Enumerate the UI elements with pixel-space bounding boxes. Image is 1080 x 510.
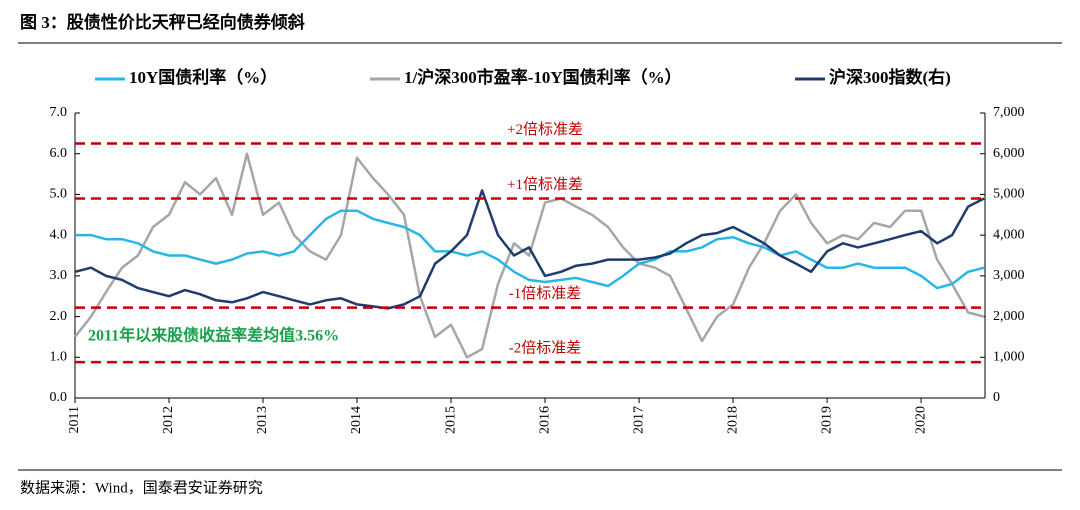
x-tick-label: 2019: [819, 406, 834, 434]
y-tick-label: 6.0: [50, 146, 68, 161]
x-tick-label: 2016: [537, 406, 552, 434]
y2-tick-label: 3,000: [993, 268, 1025, 283]
x-tick-label: 2018: [725, 406, 740, 434]
y-tick-label: 4.0: [50, 227, 68, 242]
x-tick-label: 2015: [443, 406, 458, 434]
reference-label: -1倍标准差: [509, 285, 582, 302]
series-line: [75, 209, 985, 290]
y2-tick-label: 2,000: [993, 309, 1025, 324]
series-line: [74, 152, 985, 359]
series-line: [74, 189, 985, 310]
x-tick-label: 2012: [161, 406, 176, 434]
reference-label: +1倍标准差: [507, 176, 583, 193]
annotation: 2011年以来股债收益率差均值3.56%: [88, 326, 339, 345]
x-tick-label: 2011: [67, 406, 82, 433]
y-tick-label: 3.0: [50, 268, 68, 283]
y2-tick-label: 0: [993, 390, 1000, 405]
y2-tick-label: 1,000: [993, 350, 1025, 365]
y2-tick-label: 7,000: [993, 105, 1025, 120]
y2-tick-label: 6,000: [993, 146, 1025, 161]
y-tick-label: 0.0: [50, 390, 68, 405]
y2-tick-label: 5,000: [993, 187, 1025, 202]
reference-label: +2倍标准差: [507, 121, 583, 138]
y-tick-label: 2.0: [50, 309, 68, 324]
y-tick-label: 7.0: [50, 105, 68, 120]
x-tick-label: 2014: [349, 406, 364, 434]
x-tick-label: 2013: [255, 406, 270, 434]
x-tick-label: 2017: [631, 406, 646, 434]
y2-tick-label: 4,000: [993, 227, 1025, 242]
reference-label: -2倍标准差: [509, 340, 582, 357]
chart-title: 图 3：股债性价比天秤已经向债券倾斜: [20, 12, 305, 32]
source: 数据来源：Wind，国泰君安证券研究: [20, 479, 263, 496]
legend-label: 1/沪深300市盈率-10Y国债利率（%）: [404, 67, 682, 87]
y-tick-label: 5.0: [50, 187, 68, 202]
legend-label: 沪深300指数(右): [829, 67, 951, 87]
x-tick-label: 2020: [913, 406, 928, 434]
legend-label: 10Y国债利率（%）: [129, 67, 277, 87]
y-tick-label: 1.0: [50, 350, 68, 365]
